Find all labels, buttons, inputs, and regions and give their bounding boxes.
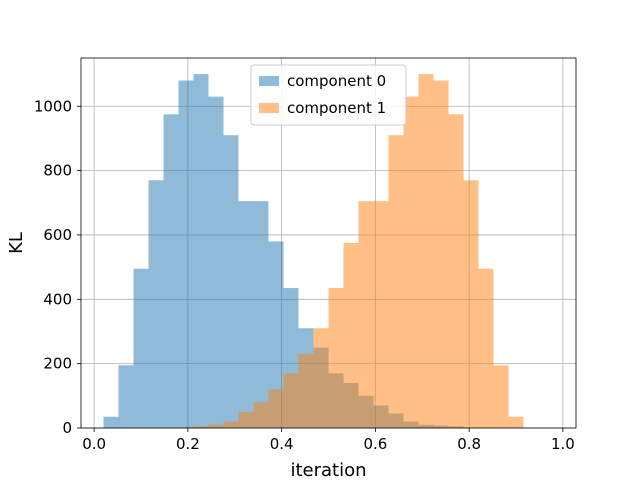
histogram-bar [448,114,464,428]
histogram-bar [208,424,224,428]
legend-box [250,64,407,126]
histogram-bar [268,241,284,428]
x-tick-label: 0.0 [82,435,106,453]
histogram-bar [238,411,254,428]
histogram-bar [328,288,344,428]
y-tick-label: 1000 [34,97,72,115]
histogram-bar [298,354,314,428]
x-tick-label: 0.4 [270,435,294,453]
histogram-bar [103,416,119,428]
histogram-bar [223,421,239,428]
histogram-bar [418,74,434,428]
histogram-bar [463,180,479,428]
histogram-bar [253,201,269,428]
legend-label: component 1 [287,99,386,117]
legend: component 0 component 1 [250,64,407,126]
histogram-bar [403,96,419,428]
histogram-bar [313,328,329,428]
histogram-bar [253,402,269,428]
histogram-bar [268,389,284,428]
histogram-bar [433,80,449,429]
plot-frame [80,57,577,429]
x-axis-label: iteration [290,460,366,480]
legend-swatch [259,103,279,113]
histogram-bar [163,114,179,428]
histogram-bars [103,74,524,429]
histogram-bar [478,268,494,428]
histogram-bar [343,243,359,428]
histogram-bar [148,180,164,428]
x-axis-ticks: 0.0 0.2 0.4 0.6 0.8 1.0 [82,428,575,453]
legend-swatch [259,76,279,86]
histogram-bar [178,80,194,429]
legend-label: component 0 [287,72,386,90]
histogram-bar [358,201,374,428]
histogram-bar [118,365,134,428]
y-tick-label: 800 [43,162,72,180]
x-tick-label: 1.0 [551,435,575,453]
y-axis-label: KL [6,232,27,254]
histogram-bar [508,416,524,428]
series-1 [193,74,524,429]
histogram-bar [208,96,224,428]
x-tick-label: 0.2 [176,435,200,453]
histogram-bar [193,74,209,428]
histogram-bar [193,426,209,428]
histogram-bar [283,373,299,428]
histogram-bar [223,135,239,428]
histogram-bar [238,201,254,428]
y-tick-label: 0 [62,419,72,437]
histogram-bar [373,201,389,428]
x-tick-label: 0.8 [457,435,481,453]
y-tick-label: 400 [43,290,72,308]
y-tick-label: 200 [43,355,72,373]
y-axis-ticks: 0 200 400 600 800 1000 [34,97,81,437]
histogram-bar [133,268,149,428]
histogram-bar [388,135,404,428]
histogram-bar [493,365,509,428]
y-tick-label: 600 [43,226,72,244]
x-tick-label: 0.6 [363,435,387,453]
